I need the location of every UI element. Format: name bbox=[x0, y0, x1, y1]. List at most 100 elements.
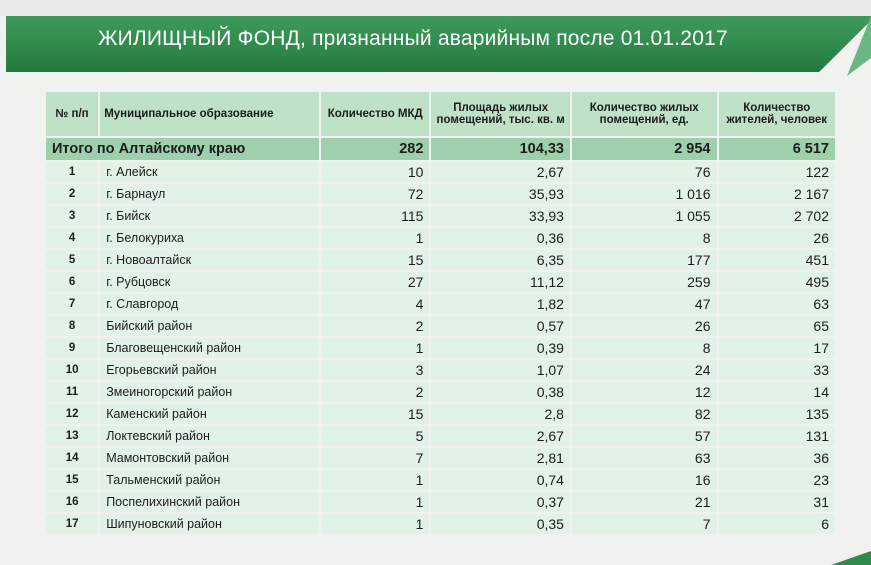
row-number: 3 bbox=[46, 206, 99, 226]
row-municipality: Мамонтовский район bbox=[100, 448, 320, 468]
row-rooms: 57 bbox=[571, 426, 717, 446]
row-number: 6 bbox=[46, 272, 99, 292]
row-municipality: Поспелихинский район bbox=[100, 492, 320, 512]
col-header-residents: Количество жителей, человек bbox=[718, 92, 835, 136]
row-number: 7 bbox=[46, 294, 99, 314]
row-mkd: 7 bbox=[321, 448, 430, 468]
col-header-municipality: Муниципальное образование bbox=[100, 92, 320, 136]
row-residents: 33 bbox=[718, 360, 835, 380]
row-residents: 2 167 bbox=[718, 184, 835, 204]
row-municipality: Змеиногорский район bbox=[100, 382, 320, 402]
table-row: 4 г. Белокуриха 1 0,36 8 26 bbox=[46, 228, 835, 248]
table-row: 9 Благовещенский район 1 0,39 8 17 bbox=[46, 338, 835, 358]
row-municipality: г. Бийск bbox=[100, 206, 320, 226]
row-residents: 23 bbox=[718, 470, 835, 490]
row-residents: 131 bbox=[718, 426, 835, 446]
row-number: 12 bbox=[46, 404, 99, 424]
row-rooms: 8 bbox=[571, 338, 717, 358]
row-residents: 26 bbox=[718, 228, 835, 248]
row-mkd: 1 bbox=[321, 470, 430, 490]
row-municipality: г. Рубцовск bbox=[100, 272, 320, 292]
row-number: 15 bbox=[46, 470, 99, 490]
total-area: 104,33 bbox=[431, 138, 570, 160]
row-rooms: 8 bbox=[571, 228, 717, 248]
col-header-area: Площадь жилых помещений, тыс. кв. м bbox=[431, 92, 570, 136]
row-municipality: Тальменский район bbox=[100, 470, 320, 490]
row-rooms: 177 bbox=[571, 250, 717, 270]
row-rooms: 26 bbox=[571, 316, 717, 336]
row-area: 35,93 bbox=[431, 184, 570, 204]
row-mkd: 1 bbox=[321, 228, 430, 248]
table-row: 6 г. Рубцовск 27 11,12 259 495 bbox=[46, 272, 835, 292]
row-rooms: 76 bbox=[571, 162, 717, 182]
row-area: 2,67 bbox=[431, 162, 570, 182]
housing-table: № п/п Муниципальное образование Количест… bbox=[44, 90, 837, 536]
row-mkd: 2 bbox=[321, 316, 430, 336]
row-rooms: 24 bbox=[571, 360, 717, 380]
row-number: 14 bbox=[46, 448, 99, 468]
row-mkd: 10 bbox=[321, 162, 430, 182]
row-municipality: Шипуновский район bbox=[100, 514, 320, 534]
page-title: ЖИЛИЩНЫЙ ФОНД, признанный аварийным посл… bbox=[98, 27, 728, 50]
row-rooms: 7 bbox=[571, 514, 717, 534]
row-area: 0,35 bbox=[431, 514, 570, 534]
row-rooms: 82 bbox=[571, 404, 717, 424]
row-municipality: г. Барнаул bbox=[100, 184, 320, 204]
row-residents: 495 bbox=[718, 272, 835, 292]
row-municipality: г. Алейск bbox=[100, 162, 320, 182]
row-number: 2 bbox=[46, 184, 99, 204]
row-mkd: 115 bbox=[321, 206, 430, 226]
total-residents: 6 517 bbox=[718, 138, 835, 160]
row-residents: 14 bbox=[718, 382, 835, 402]
row-mkd: 1 bbox=[321, 514, 430, 534]
row-residents: 122 bbox=[718, 162, 835, 182]
row-residents: 17 bbox=[718, 338, 835, 358]
row-number: 1 bbox=[46, 162, 99, 182]
total-mkd: 282 bbox=[321, 138, 430, 160]
table-row: 17 Шипуновский район 1 0,35 7 6 bbox=[46, 514, 835, 534]
row-mkd: 4 bbox=[321, 294, 430, 314]
table-row: 1 г. Алейск 10 2,67 76 122 bbox=[46, 162, 835, 182]
row-area: 0,38 bbox=[431, 382, 570, 402]
table-row: 8 Бийский район 2 0,57 26 65 bbox=[46, 316, 835, 336]
total-rooms: 2 954 bbox=[571, 138, 717, 160]
row-mkd: 1 bbox=[321, 492, 430, 512]
row-number: 17 bbox=[46, 514, 99, 534]
row-area: 1,82 bbox=[431, 294, 570, 314]
row-residents: 135 bbox=[718, 404, 835, 424]
total-row: Итого по Алтайскому краю 282 104,33 2 95… bbox=[46, 138, 835, 160]
table-row: 16 Поспелихинский район 1 0,37 21 31 bbox=[46, 492, 835, 512]
row-residents: 2 702 bbox=[718, 206, 835, 226]
row-rooms: 63 bbox=[571, 448, 717, 468]
row-rooms: 16 bbox=[571, 470, 717, 490]
row-mkd: 1 bbox=[321, 338, 430, 358]
row-area: 1,07 bbox=[431, 360, 570, 380]
table-row: 12 Каменский район 15 2,8 82 135 bbox=[46, 404, 835, 424]
table-row: 3 г. Бийск 115 33,93 1 055 2 702 bbox=[46, 206, 835, 226]
row-area: 0,39 bbox=[431, 338, 570, 358]
row-residents: 451 bbox=[718, 250, 835, 270]
row-rooms: 21 bbox=[571, 492, 717, 512]
row-municipality: г. Белокуриха bbox=[100, 228, 320, 248]
col-header-mkd: Количество МКД bbox=[321, 92, 430, 136]
col-header-rooms: Количество жилых помещений, ед. bbox=[571, 92, 717, 136]
row-mkd: 5 bbox=[321, 426, 430, 446]
row-area: 0,57 bbox=[431, 316, 570, 336]
row-number: 8 bbox=[46, 316, 99, 336]
top-strip bbox=[0, 0, 871, 16]
row-municipality: Каменский район bbox=[100, 404, 320, 424]
row-area: 0,36 bbox=[431, 228, 570, 248]
table-row: 13 Локтевский район 5 2,67 57 131 bbox=[46, 426, 835, 446]
row-mkd: 2 bbox=[321, 382, 430, 402]
row-municipality: г. Новоалтайск bbox=[100, 250, 320, 270]
row-rooms: 12 bbox=[571, 382, 717, 402]
row-area: 11,12 bbox=[431, 272, 570, 292]
row-number: 9 bbox=[46, 338, 99, 358]
row-rooms: 47 bbox=[571, 294, 717, 314]
table-row: 10 Егорьевский район 3 1,07 24 33 bbox=[46, 360, 835, 380]
row-area: 6,35 bbox=[431, 250, 570, 270]
row-number: 13 bbox=[46, 426, 99, 446]
table-row: 14 Мамонтовский район 7 2,81 63 36 bbox=[46, 448, 835, 468]
row-municipality: г. Славгород bbox=[100, 294, 320, 314]
row-rooms: 259 bbox=[571, 272, 717, 292]
